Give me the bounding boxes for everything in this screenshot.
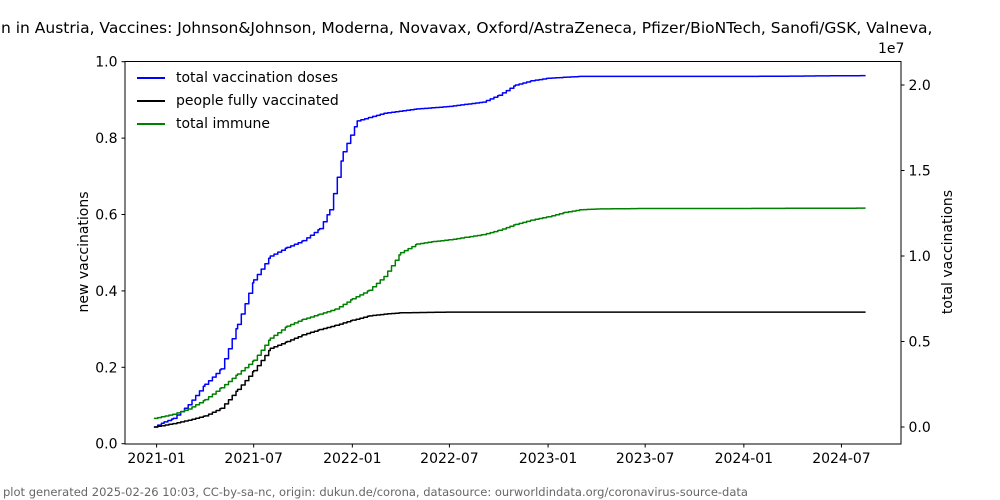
x-tick-label: 2023-07 [616, 451, 675, 467]
x-tick-label: 2021-01 [127, 451, 186, 467]
x-tick-label: 2024-07 [812, 451, 871, 467]
legend-label: total immune [176, 115, 270, 132]
left-tick-label: 0.0 [95, 437, 117, 453]
left-axis-label-text: new vaccinations [76, 191, 92, 313]
x-tick-label: 2024-01 [715, 451, 774, 467]
right-tick-label: 1.0 [909, 249, 931, 265]
left-tick-label: 0.2 [95, 360, 117, 376]
legend-item-people-fully-vaccinated: people fully vaccinated [137, 89, 339, 112]
legend: total vaccination doses people fully vacc… [137, 66, 339, 135]
axes-frame [124, 61, 902, 445]
attribution-text: plot generated 2025-02-26 10:03, CC-by-s… [3, 485, 748, 499]
right-tick-label: 2.0 [909, 78, 931, 94]
series-line-people-fully-vaccinated [153, 311, 866, 428]
right-tick-label: 0.5 [909, 335, 931, 351]
left-tick-label: 0.4 [95, 284, 117, 300]
series-line-total-immune [153, 207, 866, 420]
legend-label: people fully vaccinated [176, 92, 339, 109]
right-axis-scale-offset: 1e7 [878, 41, 905, 57]
left-tick-label: 0.6 [95, 208, 117, 224]
left-tick-label: 0.8 [95, 131, 117, 147]
right-axis-label-text: total vaccinations [940, 189, 956, 315]
x-tick-label: 2023-01 [519, 451, 578, 467]
x-tick-label: 2022-07 [420, 451, 479, 467]
legend-line-swatch [137, 122, 165, 125]
right-tick-label: 1.5 [909, 164, 931, 180]
left-tick-label: 1.0 [95, 55, 117, 71]
series-line-total-vaccination-doses [153, 74, 866, 428]
chart-title: n in Austria, Vaccines: Johnson&Johnson,… [1, 19, 933, 37]
legend-item-total-vaccination-doses: total vaccination doses [137, 66, 339, 89]
x-tick-label: 2021-07 [224, 451, 283, 467]
legend-line-swatch [137, 76, 165, 79]
legend-line-swatch [137, 99, 165, 102]
right-tick-label: 0.0 [909, 420, 931, 436]
legend-item-total-immune: total immune [137, 112, 339, 135]
x-tick-label: 2022-01 [323, 451, 382, 467]
legend-label: total vaccination doses [176, 69, 338, 86]
